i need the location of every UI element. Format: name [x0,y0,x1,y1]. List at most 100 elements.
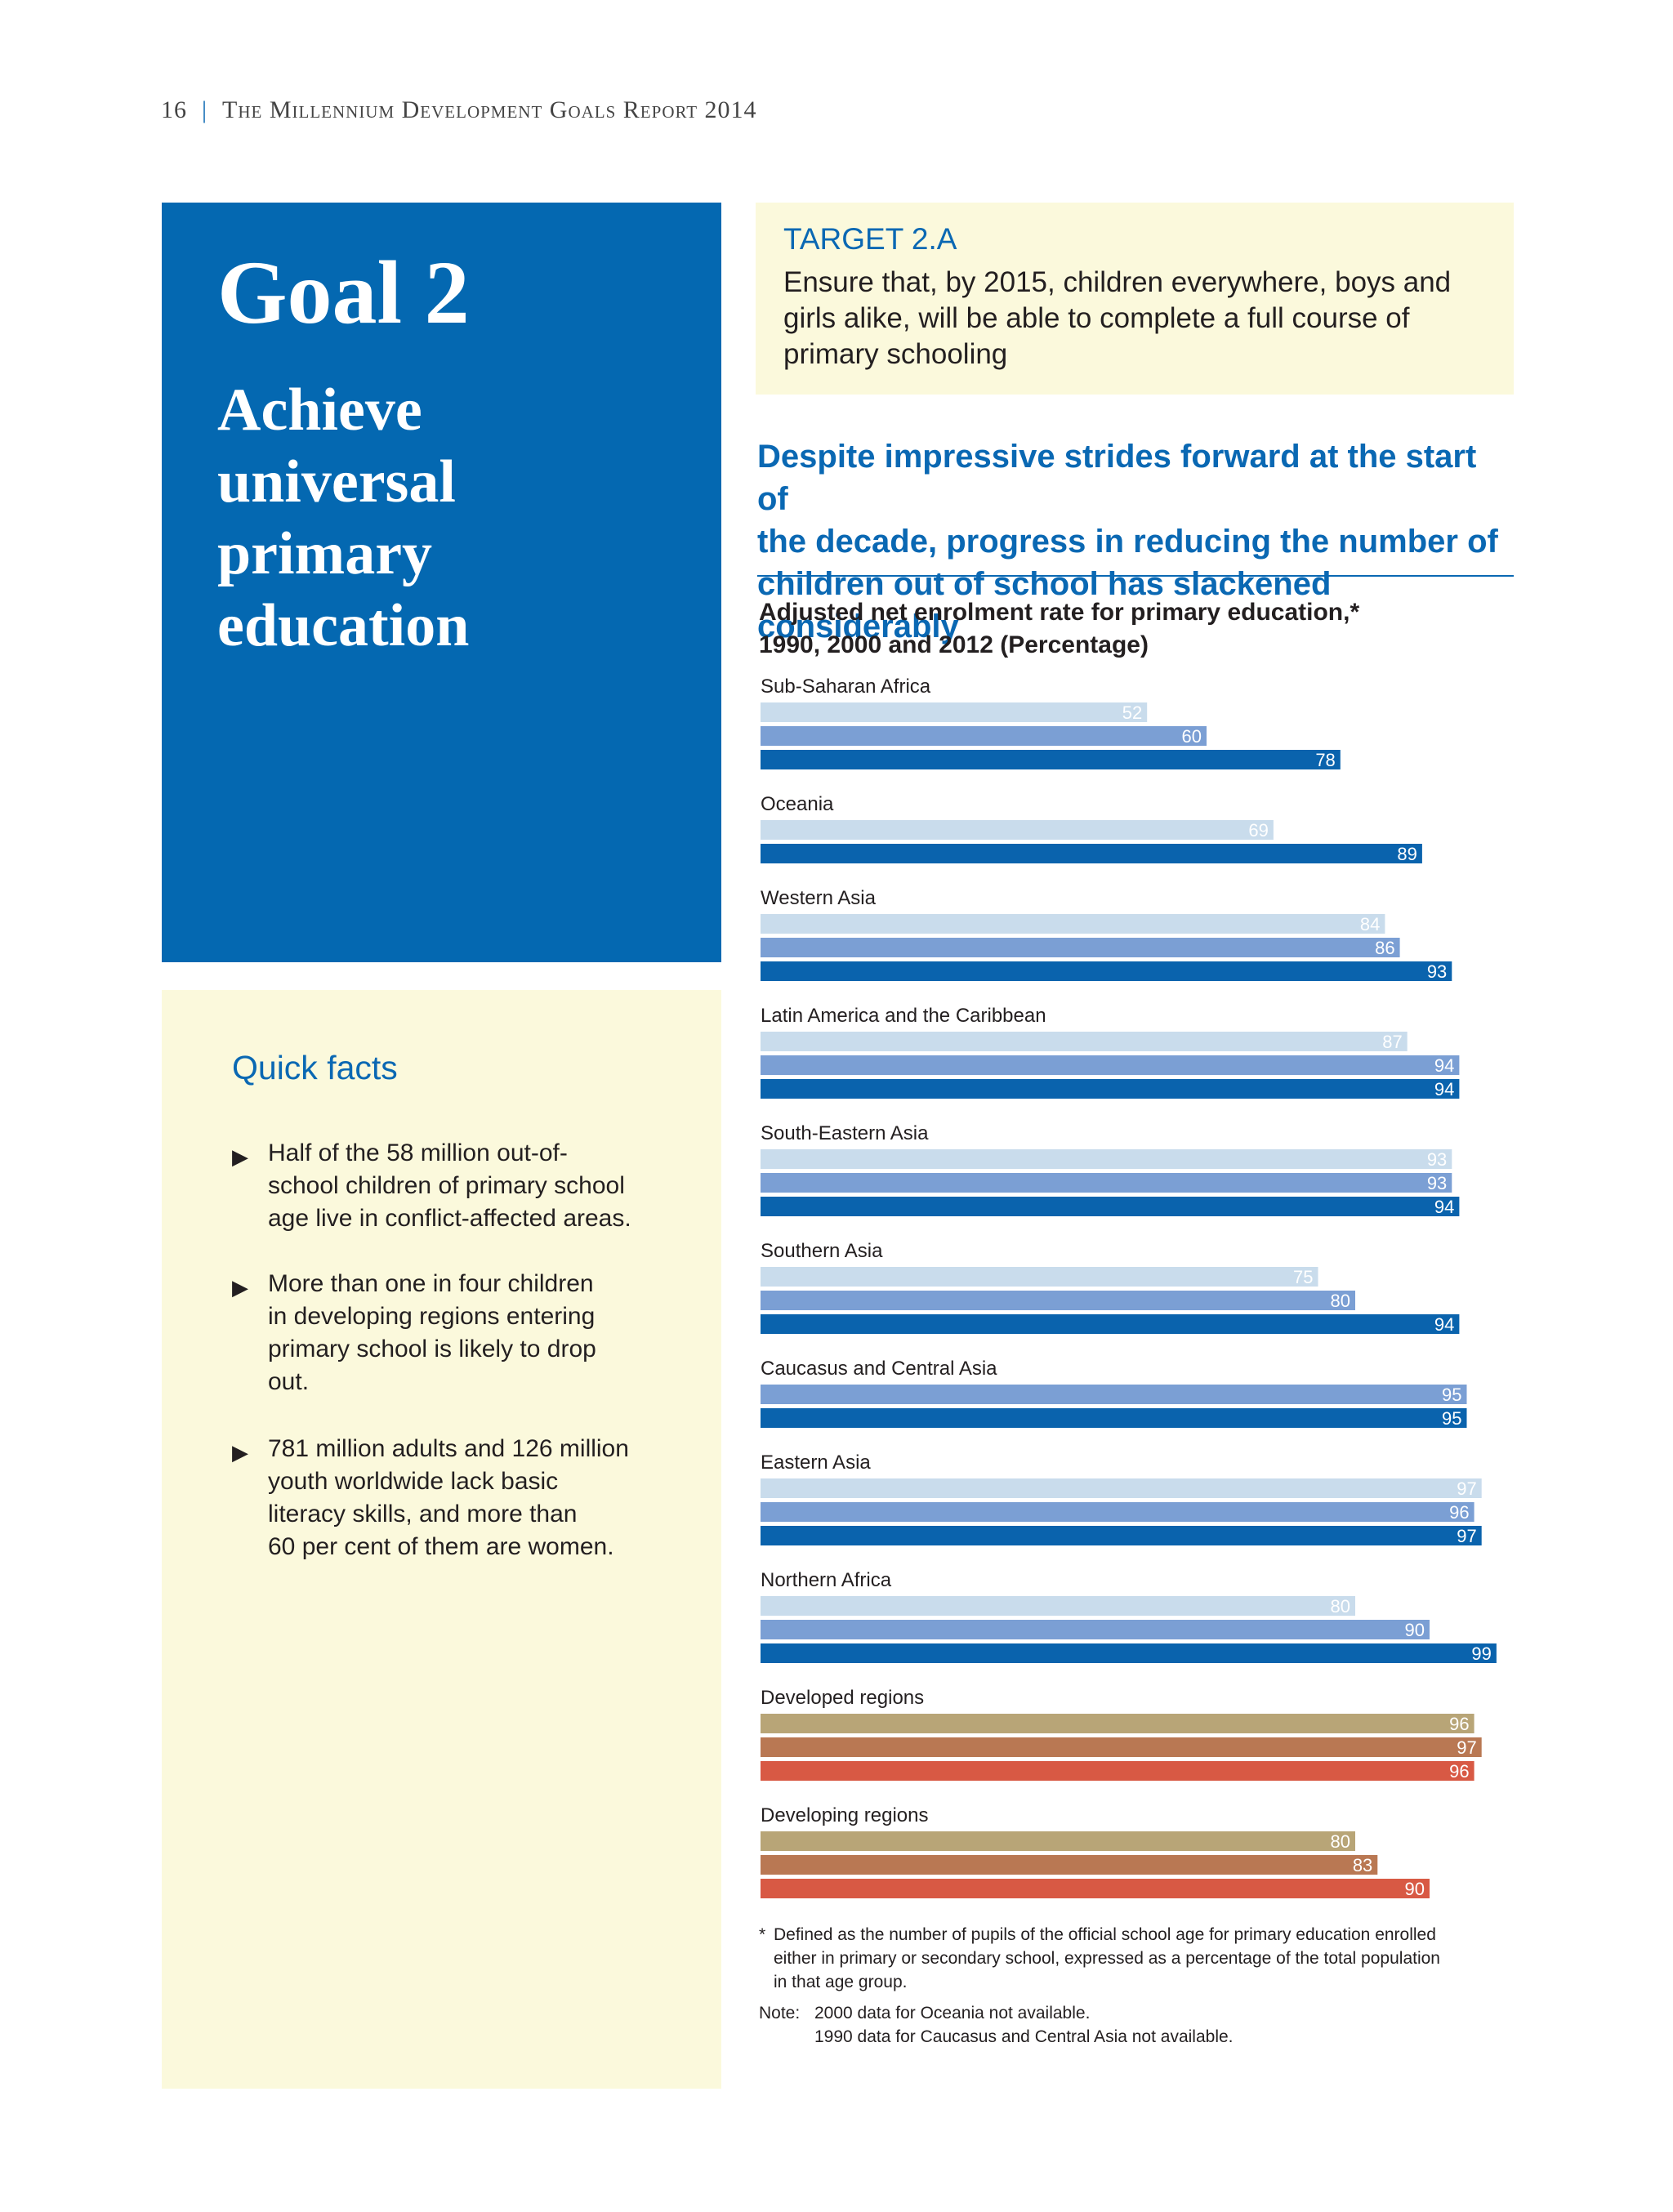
data-label: 96 [1449,1502,1469,1523]
bar-1990 [761,820,1274,840]
category-label: Sub-Saharan Africa [761,676,931,698]
fact-line: in developing regions entering [268,1303,596,1330]
data-label: 95 [1442,1385,1461,1405]
goal-panel: Goal 2 Achieve universal primary educati… [162,203,721,962]
chart-footnote: * Defined as the number of pupils of the… [759,1923,1494,1994]
fact-line: out. [268,1368,310,1395]
bar-2000 [761,1620,1430,1639]
bar-2012 [761,1197,1460,1216]
quick-facts-panel: Quick facts ▶ Half of the 58 million out… [162,990,721,2089]
quick-fact-item: ▶ More than one in four children in deve… [232,1268,689,1398]
bar-2012 [761,1879,1430,1898]
bar-1990 [761,1714,1474,1733]
bar-2012 [761,1761,1474,1781]
category-label: Developed regions [761,1687,924,1709]
category-label: Latin America and the Caribbean [761,1005,1046,1027]
triangle-bullet-icon: ▶ [232,1440,248,1465]
data-label: 80 [1331,1831,1350,1852]
data-label: 89 [1397,844,1416,864]
data-label: 84 [1360,914,1380,934]
bar-2000 [761,1385,1467,1404]
quick-fact-item: ▶ 781 million adults and 126 million you… [232,1433,689,1563]
data-label: 94 [1434,1055,1454,1076]
data-label: 97 [1457,1737,1476,1758]
bar-2012 [761,961,1452,981]
chart-title-line: Adjusted net enrolment rate for primary … [759,599,1360,626]
bar-2012 [761,1526,1482,1545]
headline-line: children out of school has slackened con… [757,566,1332,644]
bar-1990 [761,914,1385,934]
fact-line: 60 per cent of them are women. [268,1533,614,1560]
data-label: 90 [1405,1879,1425,1899]
data-label: 83 [1353,1855,1372,1875]
data-label: 93 [1427,1173,1447,1193]
fact-line: school children of primary school [268,1172,625,1199]
bar-2012 [761,750,1341,769]
category-label: Developing regions [761,1804,928,1826]
fact-line: More than one in four children [268,1270,594,1297]
chart-title-line: 1990, 2000 and 2012 (Percentage) [759,631,1149,658]
quick-fact-item: ▶ Half of the 58 million out-of- school … [232,1137,689,1235]
bar-2012 [761,1643,1497,1663]
headline-line: Despite impressive strides forward at th… [757,439,1477,517]
data-label: 75 [1293,1267,1313,1287]
fact-line: primary school is likely to drop [268,1336,596,1362]
target-text-line: Ensure that, by 2015, children everywher… [783,266,1452,298]
triangle-bullet-icon: ▶ [232,1144,248,1169]
category-label: Western Asia [761,887,877,909]
footnote-line: either in primary or secondary school, e… [774,1949,1440,1968]
category-label: Oceania [761,793,834,815]
goal-title: Goal 2 [217,243,470,342]
data-label: 80 [1331,1291,1350,1311]
data-label: 93 [1427,961,1447,982]
note-line: 1990 data for Caucasus and Central Asia … [814,2027,1234,2046]
data-label: 69 [1248,820,1268,841]
goal-subtitle-line: Achieve [217,377,422,444]
note-line: 2000 data for Oceania not available. [814,2004,1091,2022]
data-label: 99 [1471,1643,1491,1664]
category-label: Northern Africa [761,1569,892,1591]
goal-subtitle-line: universal [217,448,456,515]
bar-2000 [761,726,1207,746]
data-label: 86 [1375,938,1394,958]
data-label: 90 [1405,1620,1425,1640]
bar-2000 [761,1173,1452,1193]
note-label: Note: [759,2004,801,2022]
chart-note: Note: 2000 data for Oceania not available… [759,2001,1494,2049]
report-title: The Millennium Development Goals Report … [222,96,757,123]
headline-divider [757,575,1514,577]
goal-subtitle: Achieve universal primary education [217,374,469,662]
footnote-marker: * [759,1925,766,1944]
goal-subtitle-line: education [217,592,470,659]
bar-2012 [761,1079,1460,1099]
page-header: 16 | The Millennium Development Goals Repo… [161,96,757,124]
data-label: 94 [1434,1079,1454,1099]
target-title: TARGET 2.A [783,222,957,256]
enrolment-bar-chart: Sub-Saharan Africa 52 60 78 Oceania 69 89 Weste… [761,676,1497,1899]
data-label: 93 [1427,1149,1447,1170]
header-separator: | [202,96,208,123]
page-number: 16 [161,96,187,123]
category-label: Southern Asia [761,1240,883,1262]
headline-line: the decade, progress in reducing the num… [757,524,1498,560]
data-label: 94 [1434,1197,1454,1217]
bar-1990 [761,1032,1408,1051]
bar-2000 [761,1291,1355,1310]
footnote-line: in that age group. [774,1973,908,1991]
fact-line: 781 million adults and 126 million [268,1435,629,1462]
category-label: Eastern Asia [761,1452,871,1474]
data-label: 78 [1315,750,1335,770]
data-label: 95 [1442,1408,1461,1429]
category-label: Caucasus and Central Asia [761,1358,997,1380]
data-label: 87 [1382,1032,1402,1052]
data-label: 80 [1331,1596,1350,1617]
fact-line: youth worldwide lack basic [268,1468,559,1495]
quick-facts-title: Quick facts [232,1049,398,1086]
bar-1990 [761,1596,1355,1616]
category-label: South-Eastern Asia [761,1122,929,1144]
data-label: 96 [1449,1714,1469,1734]
bar-2000 [761,1502,1474,1522]
bar-1990 [761,1267,1318,1287]
data-label: 96 [1449,1761,1469,1782]
bar-2000 [761,1737,1482,1757]
